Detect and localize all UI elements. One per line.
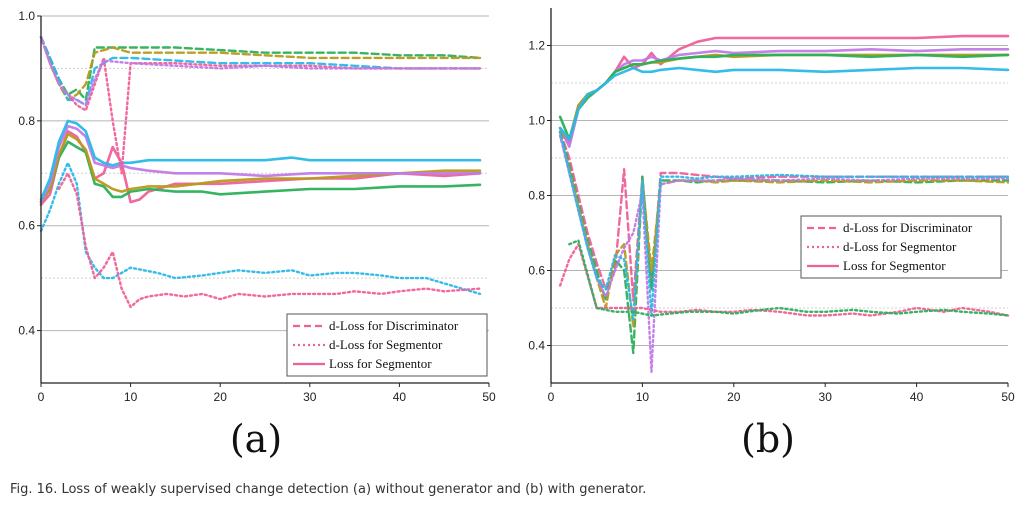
- x-tick-label: 30: [303, 390, 317, 404]
- legend: d-Loss for Discriminator d-Loss for Segme…: [800, 215, 1002, 279]
- series-line-solid-cyan: [39, 119, 482, 201]
- legend-box: [800, 215, 1002, 279]
- x-tick-label: 10: [124, 390, 138, 404]
- series-line-dotted-pink: [57, 172, 482, 309]
- x-tick-label: 20: [727, 390, 741, 404]
- legend-label: Loss for Segmentor: [329, 356, 432, 371]
- legend-label: d-Loss for Segmentor: [329, 337, 443, 352]
- series-line-solid-cyan: [558, 66, 1010, 141]
- x-tick-label: 50: [1001, 390, 1015, 404]
- x-tick-label: 30: [819, 390, 833, 404]
- series-line-dotted-violet: [39, 35, 482, 107]
- y-tick-label: 1.0: [18, 9, 35, 23]
- legend: d-Loss for Discriminator d-Loss for Segme…: [286, 313, 488, 377]
- series-line-solid-violet: [39, 124, 482, 204]
- series-line-dotted-green: [568, 239, 1010, 317]
- series-line-solid-olive: [39, 132, 482, 204]
- figure-caption: Fig. 16. Loss of weakly supervised chang…: [10, 482, 647, 497]
- y-tick-label: 0.4: [528, 339, 545, 353]
- series-line-dashed-green: [39, 35, 482, 102]
- x-tick-label: 40: [910, 390, 924, 404]
- y-tick-label: 0.4: [18, 324, 35, 338]
- series-line-solid-green: [39, 140, 482, 204]
- series-line-dotted-cyan: [39, 161, 482, 296]
- x-tick-label: 0: [548, 390, 555, 404]
- x-tick-label: 20: [214, 390, 228, 404]
- y-tick-label: 1.0: [528, 114, 545, 128]
- y-tick-label: 0.8: [18, 114, 35, 128]
- series-line-solid-violet: [558, 48, 1010, 148]
- y-tick-label: 0.6: [528, 264, 545, 278]
- y-tick-label: 1.2: [528, 39, 545, 53]
- y-tick-label: 0.6: [18, 219, 35, 233]
- legend-label: d-Loss for Discriminator: [843, 220, 973, 235]
- legend-label: Loss for Segmentor: [843, 258, 946, 273]
- series-line-dashed-green: [558, 130, 1010, 355]
- panel-label: (b): [741, 417, 795, 461]
- legend-label: d-Loss for Segmentor: [843, 239, 957, 254]
- legend-label: d-Loss for Discriminator: [329, 318, 459, 333]
- x-tick-label: 40: [393, 390, 407, 404]
- x-tick-label: 50: [482, 390, 496, 404]
- series-line-dotted-pink: [558, 243, 1010, 317]
- series-line-solid-pink: [39, 130, 482, 206]
- series-line-solid-green: [558, 53, 1010, 141]
- chart-panel-a: 0 10 20 30 40 50 0.4 0.6 0.8 1.0 d-Loss for Discri…: [18, 9, 496, 461]
- chart-panel-b: 0 10 20 30 40 50 0.4 0.6 0.8 1.0 1.2 d-Loss for Dis…: [528, 8, 1015, 461]
- panel-label: (a): [230, 417, 282, 461]
- x-tick-label: 0: [38, 390, 45, 404]
- x-tick-label: 10: [636, 390, 650, 404]
- series-line-dotted-cyan: [558, 130, 1010, 321]
- series-line-dashed-olive: [558, 134, 1010, 328]
- y-tick-label: 0.8: [528, 189, 545, 203]
- legend-box: [286, 313, 488, 377]
- figure-canvas: 0 10 20 30 40 50 0.4 0.6 0.8 1.0 d-Loss for Discri…: [18, 8, 1015, 461]
